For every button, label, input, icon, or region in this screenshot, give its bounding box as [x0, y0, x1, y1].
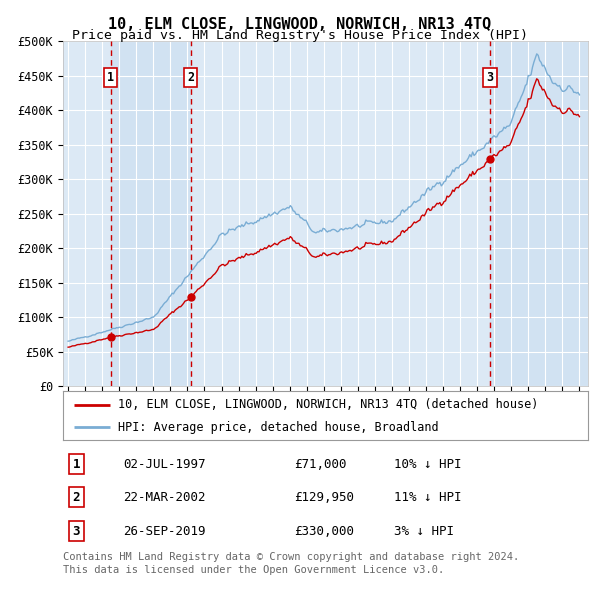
- Bar: [490, 41, 588, 386]
- Text: Price paid vs. HM Land Registry's House Price Index (HPI): Price paid vs. HM Land Registry's House …: [72, 30, 528, 42]
- Text: 1: 1: [73, 457, 80, 471]
- Text: 10, ELM CLOSE, LINGWOOD, NORWICH, NR13 4TQ (detached house): 10, ELM CLOSE, LINGWOOD, NORWICH, NR13 4…: [118, 398, 539, 411]
- Text: 1: 1: [107, 71, 114, 84]
- Text: £129,950: £129,950: [294, 490, 354, 504]
- Text: 2: 2: [73, 490, 80, 504]
- Text: Contains HM Land Registry data © Crown copyright and database right 2024.: Contains HM Land Registry data © Crown c…: [63, 552, 519, 562]
- Text: 2: 2: [187, 71, 194, 84]
- Text: 02-JUL-1997: 02-JUL-1997: [124, 457, 206, 471]
- Text: 10% ↓ HPI: 10% ↓ HPI: [394, 457, 461, 471]
- Text: 3: 3: [73, 525, 80, 537]
- Text: HPI: Average price, detached house, Broadland: HPI: Average price, detached house, Broa…: [118, 421, 439, 434]
- Text: 26-SEP-2019: 26-SEP-2019: [124, 525, 206, 537]
- Bar: [111, 41, 191, 386]
- Text: 10, ELM CLOSE, LINGWOOD, NORWICH, NR13 4TQ: 10, ELM CLOSE, LINGWOOD, NORWICH, NR13 4…: [109, 17, 491, 31]
- Text: £71,000: £71,000: [294, 457, 347, 471]
- Text: 11% ↓ HPI: 11% ↓ HPI: [394, 490, 461, 504]
- Text: 22-MAR-2002: 22-MAR-2002: [124, 490, 206, 504]
- Text: 3% ↓ HPI: 3% ↓ HPI: [394, 525, 454, 537]
- Text: £330,000: £330,000: [294, 525, 354, 537]
- Text: This data is licensed under the Open Government Licence v3.0.: This data is licensed under the Open Gov…: [63, 565, 444, 575]
- Text: 3: 3: [487, 71, 494, 84]
